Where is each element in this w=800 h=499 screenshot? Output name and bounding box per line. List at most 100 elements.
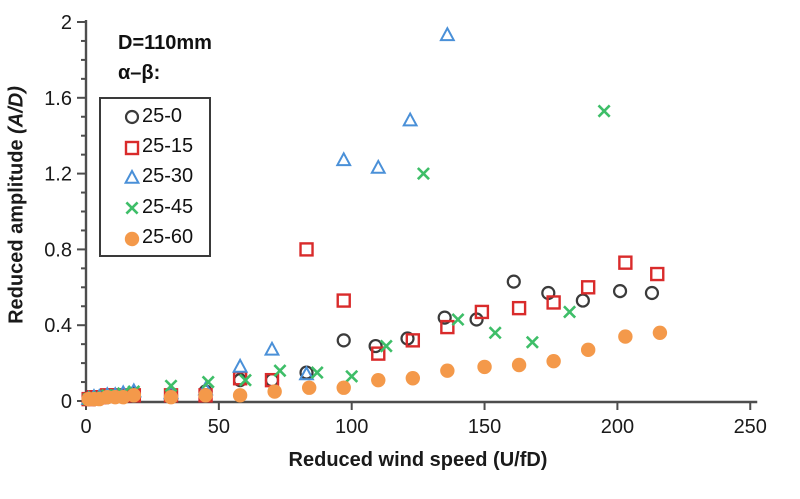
data-point-triangle-open-icon [402,111,419,127]
legend-entry-25-30: 25-30 [101,162,209,192]
data-point-circle-filled-icon [198,388,213,403]
data-point-x-icon [273,364,287,378]
legend-marker-svg [125,201,139,215]
data-point-x-icon [379,339,393,353]
x-tick-label: 50 [208,416,230,438]
legend-entry-25-60: 25-60 [101,223,209,253]
data-point-triangle-open-icon [335,151,352,167]
x-axis-title-units: (U/fD) [493,449,548,471]
legend-label: 25-30 [142,165,194,188]
y-axis-title: Reduced amplitude (A/D) [6,86,29,324]
y-tick-label: 0 [61,391,72,413]
data-point-x-icon [488,326,502,340]
circle-open-icon [123,107,141,125]
y-axis-title-text: Reduced amplitude [5,139,28,324]
circle-filled-icon [123,229,141,247]
data-point-square-open-icon [371,346,386,361]
data-point-circle-open-icon [612,283,628,299]
data-point-x-icon [238,373,252,387]
data-point-square-open-icon [511,300,527,316]
x-tick-label: 200 [601,416,634,438]
data-point-triangle-open-icon [439,26,456,42]
y-axis-title-units: (A/D) [5,86,28,134]
data-point-triangle-open-icon [370,158,387,174]
data-point-square-open-icon [618,255,633,270]
data-point-circle-filled-icon [336,380,351,395]
data-point-x-icon [451,312,465,327]
data-point-square-open-icon [299,242,314,257]
x-axis-title-text: Reduced wind speed [288,449,488,471]
data-point-circle-open-icon [336,333,351,348]
data-point-square-open-icon [650,266,665,282]
data-point-circle-open-icon [575,293,590,308]
data-point-circle-filled-icon [477,359,492,375]
x-axis-title: Reduced wind speed (U/fD) [86,449,750,472]
legend-entry-25-45: 25-45 [101,192,209,222]
series-25-0 [81,274,660,407]
legend-marker-svg [124,110,140,125]
legend-marker-svg [124,231,140,246]
data-point-square-open-icon [440,319,455,335]
data-point-circle-open-icon [124,110,140,125]
series-25-60 [81,325,668,407]
data-point-circle-filled-icon [115,390,131,405]
legend-marker-svg [123,168,141,184]
y-tick-label: 0.4 [44,315,72,337]
x-tick-label: 0 [80,416,91,438]
legend-entry-25-15: 25-15 [101,132,209,162]
data-point-x-icon [597,104,611,118]
data-point-square-open-icon [474,304,490,320]
data-point-square-open-icon [580,280,596,295]
data-point-circle-filled-icon [124,231,140,246]
x-tick-label: 100 [335,416,368,438]
data-point-circle-filled-icon [652,325,668,340]
data-point-circle-filled-icon [440,363,455,378]
x-tick-label: 250 [734,416,767,438]
legend-marker-svg [124,140,140,155]
data-point-circle-filled-icon [267,384,282,399]
data-point-triangle-open-icon [232,357,249,373]
y-tick-label: 0.8 [44,239,72,261]
data-point-circle-open-icon [506,274,521,289]
data-point-x-icon [164,379,178,393]
data-point-circle-filled-icon [371,372,386,388]
data-point-x-icon [416,167,430,181]
annotation-diameter: D=110mm [118,32,212,54]
data-point-circle-filled-icon [232,388,248,403]
data-point-circle-open-icon [437,310,452,325]
y-tick-label: 1.2 [44,164,72,186]
data-point-square-open-icon [124,140,140,155]
x-icon [123,198,141,216]
annotation-alpha-beta: α–β: [118,62,161,84]
data-point-circle-filled-icon [618,329,633,344]
data-point-triangle-open-icon [298,365,315,381]
data-point-x-icon [310,366,324,380]
data-point-circle-filled-icon [163,390,179,405]
data-point-triangle-open-icon [263,340,281,356]
data-point-x-icon [563,305,577,319]
data-point-square-open-icon [336,293,351,308]
data-point-circle-filled-icon [301,380,317,395]
data-point-circle-filled-icon [580,342,596,358]
x-tick-label: 150 [468,416,501,438]
data-point-triangle-open-icon [123,168,141,184]
legend: 25-0 25-15 25-30 25-45 25-60 [99,97,211,257]
y-tick-label: 2 [61,12,72,34]
data-point-circle-filled-icon [126,388,142,403]
data-point-square-open-icon [405,333,421,348]
legend-entry-25-0: 25-0 [101,101,209,131]
data-point-circle-filled-icon [546,354,561,369]
legend-label: 25-45 [142,195,194,218]
data-point-circle-filled-icon [511,357,527,373]
data-point-circle-open-icon [368,338,383,354]
data-point-circle-open-icon [644,285,660,301]
triangle-open-icon [123,168,141,186]
data-point-x-icon [125,201,139,215]
annotation-block: D=110mm α–β: [118,28,212,88]
legend-label: 25-0 [142,104,183,127]
legend-label: 25-15 [142,135,194,158]
square-open-icon [123,138,141,156]
data-point-circle-filled-icon [405,371,421,386]
data-point-square-open-icon [546,295,561,310]
